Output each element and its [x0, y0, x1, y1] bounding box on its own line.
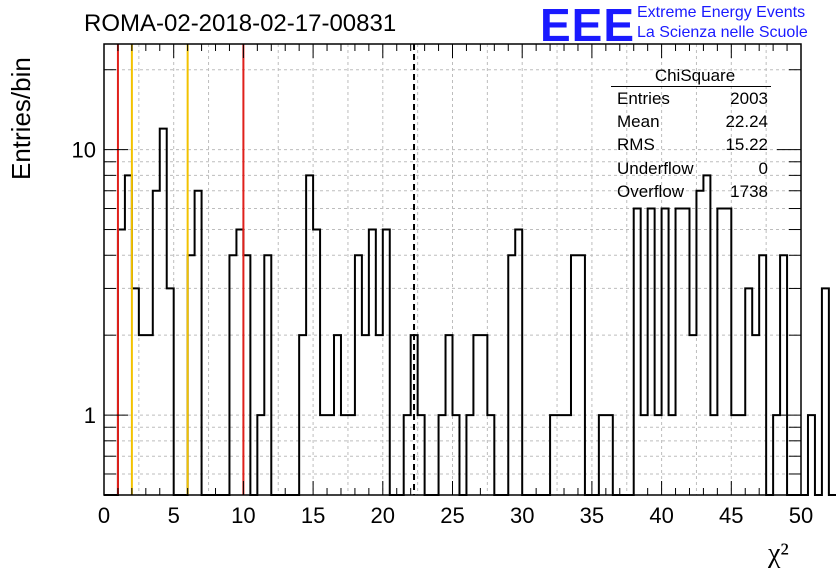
logo-tagline-2: La Scienza nelle Scuole [637, 24, 808, 41]
y-axis-label: Entries/bin [6, 57, 36, 180]
histogram-bin [369, 230, 376, 495]
histogram-bin [243, 255, 250, 495]
stats-label: Mean [617, 112, 660, 132]
x-tick-label: 20 [371, 503, 395, 528]
stats-row-entries: Entries 2003 [611, 87, 771, 110]
stats-row-mean: Mean 22.24 [611, 110, 771, 133]
stats-label: Overflow [617, 181, 685, 201]
histogram-bin [236, 230, 243, 495]
x-tick-label: 30 [510, 503, 534, 528]
histogram-outline [104, 127, 836, 496]
histogram-bin [634, 209, 641, 495]
histogram-bin [780, 255, 787, 495]
logo-tagline-1: Extreme Energy Events [637, 4, 806, 21]
x-tick-label: 15 [301, 503, 325, 528]
chart-title: ROMA-02-2018-02-17-00831 [84, 10, 397, 37]
histogram-bin [745, 288, 752, 495]
x-tick-label: 25 [440, 503, 464, 528]
histogram-bin [195, 191, 202, 495]
histogram-bin [160, 129, 167, 495]
stats-row-underflow: Underflow 0 [611, 157, 771, 180]
eee-logo: EEE [540, 0, 636, 51]
stats-label: Underflow [617, 158, 694, 178]
histogram-bin [515, 230, 522, 495]
histogram-bin [648, 209, 655, 495]
x-tick-label: 35 [580, 503, 604, 528]
stats-value: 0 [758, 158, 768, 178]
histogram-bin [662, 209, 669, 495]
histogram-bin [229, 255, 236, 495]
y-tick-label: 1 [84, 403, 96, 428]
stats-value: 15.22 [725, 135, 768, 155]
histogram-bin [717, 209, 724, 495]
histogram-bin [759, 255, 766, 495]
histogram-bin [822, 288, 829, 495]
stats-label: RMS [617, 135, 655, 155]
histogram-bin [808, 415, 815, 495]
x-tick-label: 50 [789, 503, 813, 528]
histogram-bin [696, 191, 703, 495]
stats-divider [611, 86, 771, 87]
histogram-bin [724, 209, 731, 495]
stats-title: ChiSquare [654, 66, 736, 85]
histogram-bin [683, 209, 690, 495]
histogram-bin [118, 230, 125, 495]
histogram-bin [578, 255, 585, 495]
histogram-bin [383, 230, 390, 495]
stats-value: 22.24 [725, 112, 768, 132]
y-tick-label: 10 [72, 138, 96, 163]
histogram-bin [188, 255, 195, 495]
x-tick-label: 5 [168, 503, 180, 528]
x-tick-label: 40 [649, 503, 673, 528]
stats-row-overflow: Overflow 1738 [611, 180, 771, 203]
stats-value: 2003 [730, 89, 768, 108]
histogram-bin [132, 288, 139, 495]
histogram-bin [313, 230, 320, 495]
histogram-bin [264, 255, 271, 495]
x-tick-label: 0 [98, 503, 110, 528]
histogram-bin [508, 255, 515, 495]
stats-row-rms: RMS 15.22 [611, 133, 771, 156]
stats-value: 1738 [730, 181, 768, 201]
histogram-bin [676, 209, 683, 495]
x-axis-label: χ² [768, 538, 789, 569]
histogram-bin [153, 191, 160, 495]
histogram-bin [167, 288, 174, 495]
stats-label: Entries [617, 89, 670, 108]
x-tick-label: 45 [719, 503, 743, 528]
stats-box: ChiSquare Entries 2003 Mean 22.24 RMS 15.22… [611, 66, 771, 203]
histogram-bin [571, 255, 578, 495]
histogram-bin [355, 255, 362, 495]
x-tick-label: 10 [231, 503, 255, 528]
